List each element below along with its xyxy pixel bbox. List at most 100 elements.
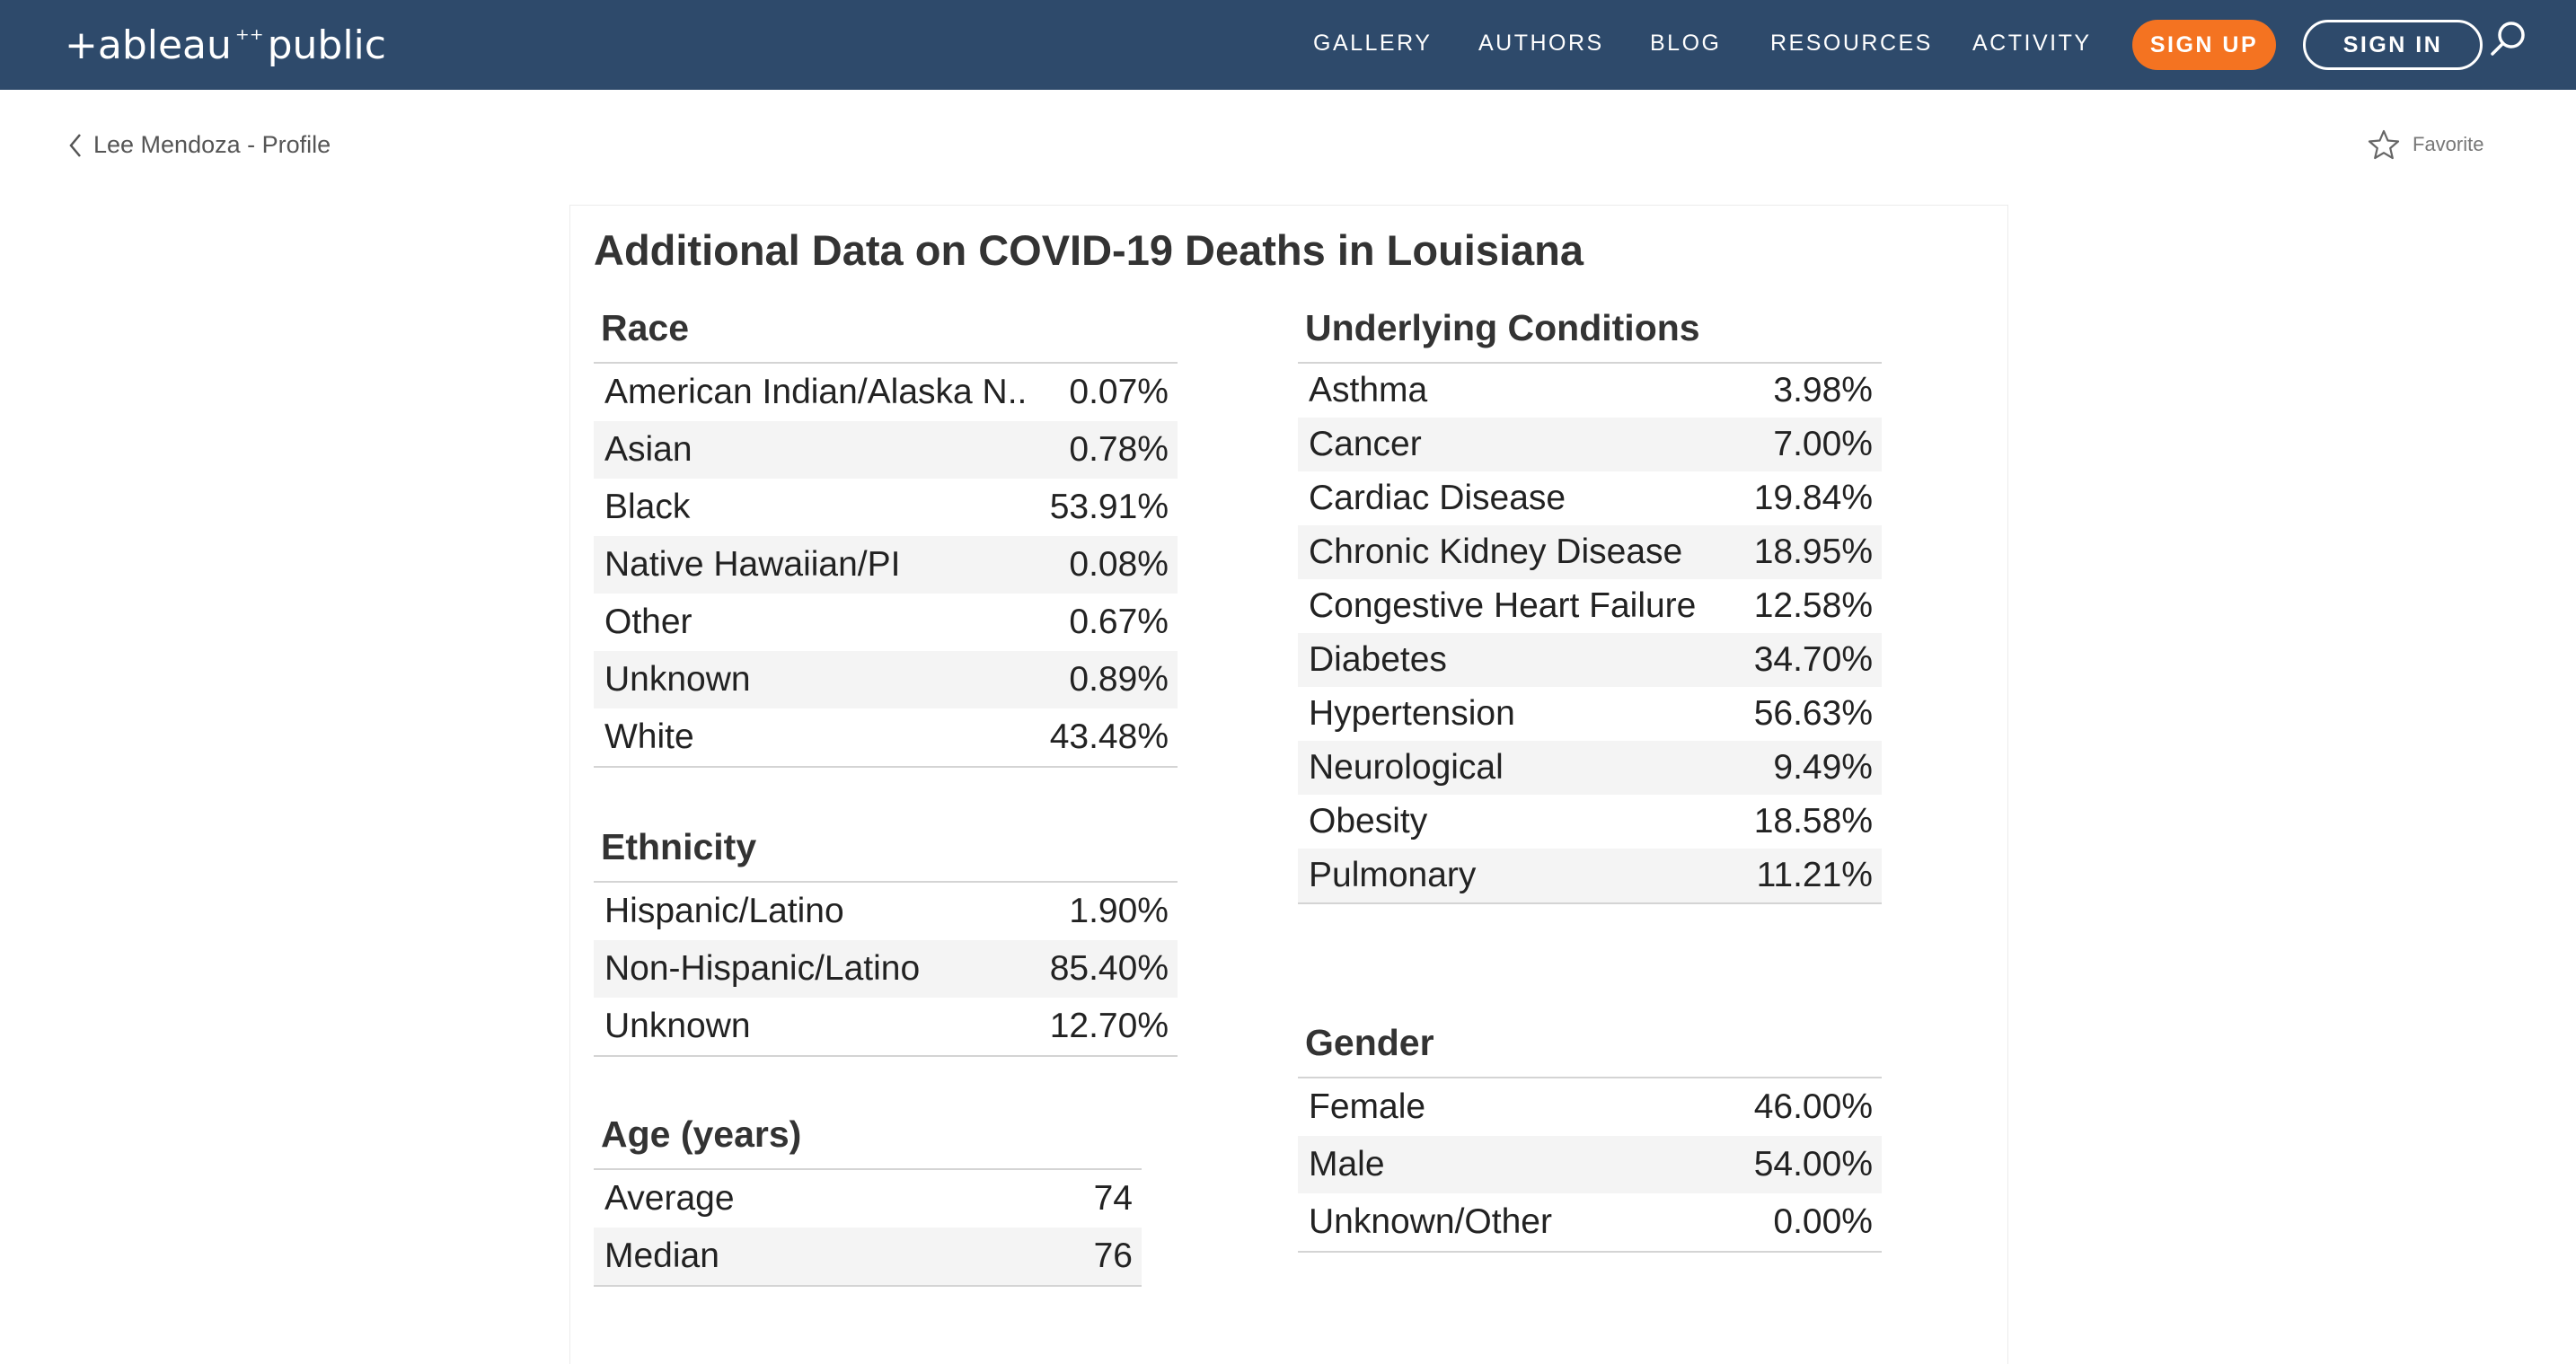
nav-activity[interactable]: ACTIVITY [1972, 31, 2092, 56]
table-row[interactable]: Average 74 [594, 1170, 1142, 1228]
row-value: 18.95% [1753, 532, 1873, 571]
age-table: Age (years) Average 74 Median 76 [594, 1105, 1142, 1287]
sign-up-button[interactable]: SIGN UP [2132, 20, 2276, 70]
age-rows: Average 74 Median 76 [594, 1170, 1142, 1287]
nav-resources[interactable]: RESOURCES [1770, 31, 1933, 56]
search-icon[interactable] [2488, 20, 2527, 59]
row-label: Hispanic/Latino [604, 892, 844, 930]
back-to-profile-link[interactable]: Lee Mendoza - Profile [68, 131, 331, 159]
row-value: 3.98% [1773, 371, 1873, 409]
conditions-table-title: Underlying Conditions [1298, 299, 1882, 364]
row-value: 43.48% [1049, 717, 1169, 756]
table-row[interactable]: Non-Hispanic/Latino 85.40% [594, 940, 1178, 998]
row-value: 53.91% [1049, 488, 1169, 526]
row-label: Native Hawaiian/PI [604, 545, 901, 584]
logo-text-right: public [267, 22, 386, 68]
row-label: Cancer [1309, 425, 1422, 463]
favorite-button[interactable]: Favorite [2368, 129, 2483, 160]
race-table-title: Race [594, 299, 1178, 364]
nav-gallery[interactable]: GALLERY [1313, 31, 1433, 56]
row-value: 0.07% [1069, 373, 1169, 411]
table-row[interactable]: Diabetes 34.70% [1298, 633, 1882, 687]
row-value: 85.40% [1049, 949, 1169, 988]
row-value: 0.67% [1069, 603, 1169, 641]
row-label: Diabetes [1309, 640, 1447, 679]
row-label: Cardiac Disease [1309, 479, 1566, 517]
top-nav-bar: +ableau ⁺⁺ public GALLERY AUTHORS BLOG R… [0, 0, 2576, 90]
row-value: 1.90% [1069, 892, 1169, 930]
viz-title: Additional Data on COVID-19 Deaths in Lo… [594, 226, 1584, 274]
table-row[interactable]: Neurological 9.49% [1298, 741, 1882, 795]
row-value: 76 [1093, 1236, 1133, 1275]
star-icon [2368, 129, 2400, 160]
race-table: Race American Indian/Alaska N.. 0.07% Asia… [594, 299, 1178, 768]
row-value: 19.84% [1753, 479, 1873, 517]
logo-sparkle-icon: ⁺⁺ [234, 23, 264, 56]
table-row[interactable]: Asian 0.78% [594, 421, 1178, 479]
table-row[interactable]: Congestive Heart Failure 12.58% [1298, 579, 1882, 633]
nav-authors[interactable]: AUTHORS [1478, 31, 1604, 56]
table-row[interactable]: Unknown/Other 0.00% [1298, 1193, 1882, 1253]
table-row[interactable]: Male 54.00% [1298, 1136, 1882, 1193]
row-label: Pulmonary [1309, 856, 1477, 894]
sign-in-button[interactable]: SIGN IN [2303, 20, 2483, 70]
row-value: 0.08% [1069, 545, 1169, 584]
gender-table: Gender Female 46.00% Male 54.00% Unknown/Oth… [1298, 1014, 1882, 1253]
row-label: Other [604, 603, 693, 641]
table-row[interactable]: Chronic Kidney Disease 18.95% [1298, 525, 1882, 579]
row-value: 12.58% [1753, 586, 1873, 625]
table-row[interactable]: Median 76 [594, 1228, 1142, 1287]
table-row[interactable]: Hispanic/Latino 1.90% [594, 883, 1178, 940]
row-label: Female [1309, 1087, 1426, 1126]
ethnicity-table: Ethnicity Hispanic/Latino 1.90% Non-Hispan… [594, 818, 1178, 1057]
row-value: 18.58% [1753, 802, 1873, 840]
row-label: Unknown [604, 660, 751, 699]
race-rows: American Indian/Alaska N.. 0.07% Asian 0.78… [594, 364, 1178, 768]
row-label: Asthma [1309, 371, 1428, 409]
tableau-public-logo[interactable]: +ableau ⁺⁺ public [65, 20, 386, 70]
row-value: 0.89% [1069, 660, 1169, 699]
favorite-label: Favorite [2413, 133, 2484, 155]
row-label: Obesity [1309, 802, 1428, 840]
row-value: 12.70% [1049, 1007, 1169, 1045]
table-row[interactable]: Native Hawaiian/PI 0.08% [594, 536, 1178, 594]
row-value: 56.63% [1753, 694, 1873, 733]
table-row[interactable]: Hypertension 56.63% [1298, 687, 1882, 741]
age-table-title: Age (years) [594, 1105, 1142, 1170]
ethnicity-rows: Hispanic/Latino 1.90% Non-Hispanic/Latino 8… [594, 883, 1178, 1057]
conditions-table: Underlying Conditions Asthma 3.98% Cancer 7… [1298, 299, 1882, 904]
row-value: 46.00% [1753, 1087, 1873, 1126]
table-row[interactable]: Female 46.00% [1298, 1078, 1882, 1136]
row-value: 9.49% [1773, 748, 1873, 787]
table-row[interactable]: Pulmonary 11.21% [1298, 849, 1882, 904]
row-value: 54.00% [1753, 1145, 1873, 1184]
table-row[interactable]: Cancer 7.00% [1298, 418, 1882, 471]
row-value: 34.70% [1753, 640, 1873, 679]
table-row[interactable]: American Indian/Alaska N.. 0.07% [594, 364, 1178, 421]
table-row[interactable]: Unknown 0.89% [594, 651, 1178, 708]
logo-text-left: +ableau [65, 22, 232, 68]
row-label: Unknown/Other [1309, 1202, 1552, 1241]
back-link-label: Lee Mendoza - Profile [93, 131, 331, 158]
table-row[interactable]: Unknown 12.70% [594, 998, 1178, 1057]
row-label: Average [604, 1179, 735, 1218]
row-label: Chronic Kidney Disease [1309, 532, 1683, 571]
table-row[interactable]: Other 0.67% [594, 594, 1178, 651]
table-row[interactable]: White 43.48% [594, 708, 1178, 768]
table-row[interactable]: Asthma 3.98% [1298, 364, 1882, 418]
table-row[interactable]: Obesity 18.58% [1298, 795, 1882, 849]
viz-container: Additional Data on COVID-19 Deaths in Lo… [569, 205, 2008, 1364]
row-value: 74 [1093, 1179, 1133, 1218]
row-label: Congestive Heart Failure [1309, 586, 1697, 625]
row-value: 11.21% [1756, 856, 1873, 894]
gender-rows: Female 46.00% Male 54.00% Unknown/Other 0.00% [1298, 1078, 1882, 1253]
table-row[interactable]: Black 53.91% [594, 479, 1178, 536]
nav-blog[interactable]: BLOG [1650, 31, 1722, 56]
table-row[interactable]: Cardiac Disease 19.84% [1298, 471, 1882, 525]
row-value: 0.00% [1773, 1202, 1873, 1241]
row-label: White [604, 717, 694, 756]
row-label: American Indian/Alaska N.. [604, 373, 1028, 411]
row-label: Hypertension [1309, 694, 1515, 733]
ethnicity-table-title: Ethnicity [594, 818, 1178, 883]
row-label: Black [604, 488, 691, 526]
